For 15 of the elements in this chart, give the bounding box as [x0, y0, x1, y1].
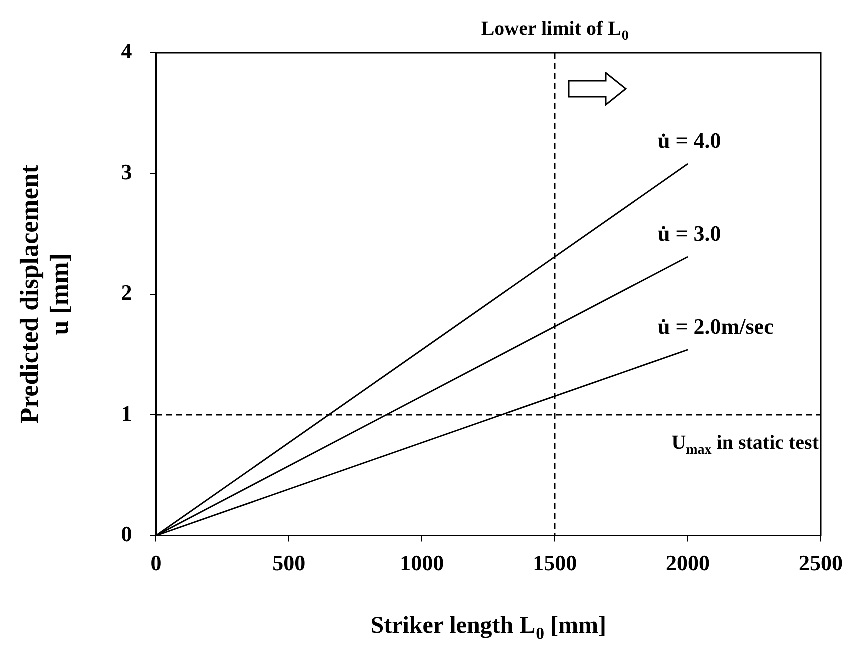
y-tick-label: 1 [121, 400, 132, 426]
x-tick-label: 1500 [533, 550, 578, 576]
y-tick-label: 2 [121, 280, 132, 306]
x-tick-label: 1000 [400, 550, 444, 576]
y-axis-title: Predicted displacement u [mm] [15, 164, 74, 424]
series-label: u̇ = 2.0m/sec [658, 314, 774, 339]
y-tick-label: 3 [121, 159, 132, 184]
x-tick-label: 0 [150, 550, 162, 576]
y-tick-label: 4 [121, 38, 132, 64]
x-tick-label: 500 [272, 550, 306, 576]
y-tick-label: 0 [121, 521, 132, 546]
series-label: u̇ = 3.0 [658, 220, 722, 246]
x-tick-label: 2500 [799, 550, 843, 576]
x-tick-label: 2000 [666, 550, 710, 576]
series-label: u̇ = 4.0 [658, 128, 722, 154]
